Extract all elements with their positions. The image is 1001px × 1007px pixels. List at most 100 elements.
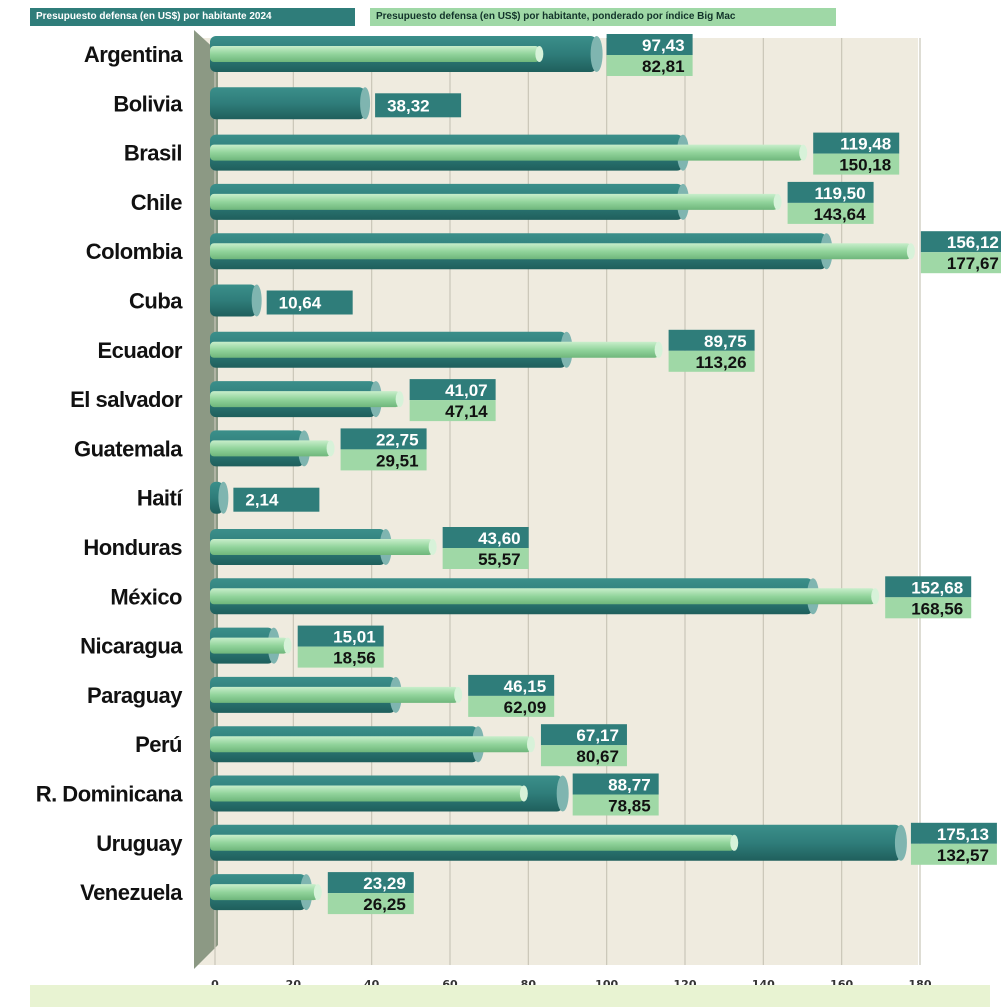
bar-series-b-cap: [454, 686, 463, 703]
data-label-b: 26,25: [363, 895, 406, 914]
data-label-b-bg: [572, 794, 659, 816]
data-label-b: 55,57: [478, 550, 521, 569]
data-label-a: 43,60: [478, 529, 521, 548]
data-label-a: 89,75: [704, 332, 747, 351]
category-label: Haití: [137, 486, 184, 511]
bar-series-b-cap: [730, 834, 739, 851]
bar-series-b-cap: [428, 539, 437, 555]
data-label-b: 143,64: [814, 205, 867, 224]
bar-series-b: [210, 637, 288, 654]
data-label-b-bg: [340, 449, 427, 471]
data-label-a-bg: [297, 625, 384, 647]
bar-series-b: [210, 391, 400, 408]
data-label-b: 168,56: [911, 599, 963, 618]
data-label-b: 132,57: [937, 846, 989, 865]
data-label-a: 67,17: [576, 726, 619, 745]
data-label-a-bg: [920, 231, 1001, 253]
data-label-a-bg: [442, 527, 529, 548]
bar-series-b-cap: [395, 391, 404, 408]
data-label-a-bg: [340, 428, 427, 450]
bar-series-b: [210, 440, 331, 457]
data-label-b-bg: [885, 597, 972, 619]
category-label: Paraguay: [87, 683, 183, 708]
category-label: Bolivia: [113, 91, 183, 116]
category-label: Nicaragua: [80, 634, 183, 659]
data-label-b-bg: [910, 843, 997, 865]
category-label: México: [110, 584, 182, 609]
data-label-a: 88,77: [608, 776, 651, 795]
data-label-b-bg: [813, 153, 900, 175]
bar-series-b-cap: [526, 736, 535, 753]
data-label-b-bg: [920, 252, 1001, 274]
data-label-a: 119,50: [815, 184, 866, 203]
category-label: Cuba: [129, 289, 183, 314]
bar-series-a-cap: [218, 481, 229, 514]
bar-series-a: [210, 87, 366, 120]
bar-series-b: [210, 884, 318, 901]
data-label-b: 82,81: [642, 57, 685, 76]
data-label-a: 156,12: [947, 233, 999, 252]
bar-series-a-cap: [590, 36, 603, 72]
data-label-a: 22,75: [376, 430, 419, 449]
bar-series-b: [210, 834, 735, 851]
category-label: Venezuela: [80, 880, 183, 905]
category-label: Chile: [131, 190, 183, 215]
bar-series-b-cap: [799, 144, 808, 161]
bar-series-b-cap: [313, 884, 322, 901]
bar-series-b: [210, 193, 778, 210]
data-label-a-bg: [468, 674, 555, 696]
bar-series-b-cap: [871, 588, 880, 605]
bar-series-b: [210, 46, 540, 62]
data-label-b: 80,67: [576, 747, 619, 766]
data-label-a-bg: [572, 773, 659, 795]
data-label-a: 41,07: [445, 381, 488, 400]
bar-series-b: [210, 144, 804, 161]
x-tick-label: 80: [521, 978, 537, 985]
data-label-b-bg: [327, 893, 414, 915]
data-label-a: 97,43: [642, 36, 685, 55]
data-label-b-bg: [297, 646, 384, 668]
data-label-a-bg: [885, 576, 972, 598]
data-label-b-bg: [409, 400, 496, 422]
data-label-a: 10,64: [279, 294, 322, 313]
bar-series-b: [210, 686, 459, 703]
x-tick-label: 100: [595, 978, 618, 985]
x-tick-label: 160: [830, 978, 853, 985]
data-label-b-bg: [668, 350, 755, 372]
bar-series-b: [210, 341, 659, 358]
data-label-b: 29,51: [376, 451, 419, 470]
bar-series-a-cap: [894, 824, 907, 861]
data-label-a-bg: [813, 132, 900, 154]
data-label-b-bg: [606, 55, 693, 76]
bar-series-a: [210, 284, 257, 317]
data-label-a: 38,32: [387, 96, 430, 115]
data-label-b-bg: [540, 745, 627, 767]
x-tick-label: 60: [442, 978, 458, 985]
x-tick-label: 0: [211, 978, 219, 985]
bar-series-b: [210, 588, 876, 605]
bar-series-a-cap: [556, 775, 569, 812]
category-label: Colombia: [86, 239, 183, 264]
data-label-a-bg: [606, 34, 693, 55]
x-tick-label: 180: [909, 978, 932, 985]
category-label: Argentina: [84, 42, 183, 67]
data-label-a-bg: [540, 724, 627, 746]
data-label-a-bg: [668, 329, 755, 351]
data-label-a: 2,14: [245, 491, 279, 510]
data-label-a: 15,01: [333, 628, 376, 647]
x-tick-label: 40: [364, 978, 380, 985]
data-label-a: 23,29: [363, 874, 406, 893]
bar-series-b-cap: [773, 193, 782, 210]
bar-series-b-cap: [326, 440, 335, 457]
data-label-b-bg: [787, 202, 874, 224]
data-label-b: 18,56: [333, 649, 376, 668]
category-label: Ecuador: [97, 338, 182, 363]
category-label: Uruguay: [96, 831, 183, 856]
data-label-b: 113,26: [696, 353, 747, 372]
data-label-a: 46,15: [504, 677, 547, 696]
x-tick-label: 20: [286, 978, 302, 985]
bar-series-b-cap: [283, 637, 292, 654]
category-label: R. Dominicana: [36, 782, 184, 807]
category-label: El salvador: [70, 387, 183, 412]
x-tick-label: 140: [752, 978, 775, 985]
